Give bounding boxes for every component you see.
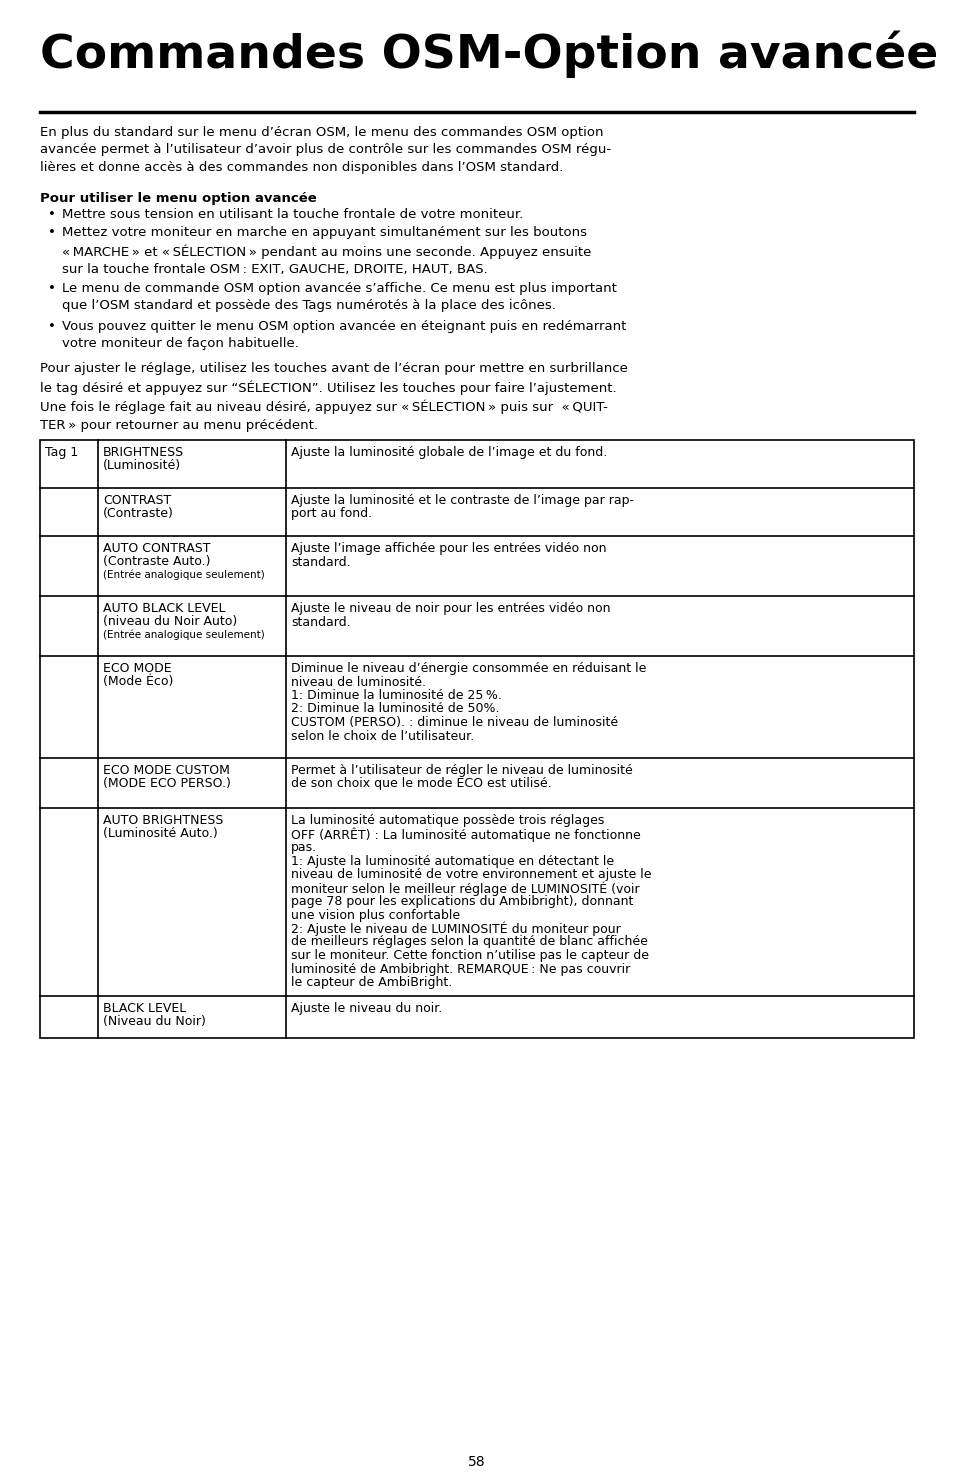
Text: •: • bbox=[48, 226, 56, 239]
Text: de son choix que le mode ECO est utilisé.: de son choix que le mode ECO est utilisé… bbox=[291, 777, 551, 791]
Text: Ajuste l’image affichée pour les entrées vidéo non: Ajuste l’image affichée pour les entrées… bbox=[291, 541, 606, 555]
Text: ECO MODE CUSTOM: ECO MODE CUSTOM bbox=[103, 764, 230, 777]
Text: •: • bbox=[48, 208, 56, 221]
Text: Pour utiliser le menu option avancée: Pour utiliser le menu option avancée bbox=[40, 192, 316, 205]
Text: 58: 58 bbox=[468, 1454, 485, 1469]
Text: •: • bbox=[48, 320, 56, 333]
Text: CUSTOM (PERSO). : diminue le niveau de luminosité: CUSTOM (PERSO). : diminue le niveau de l… bbox=[291, 715, 618, 729]
Text: 2: Ajuste le niveau de LUMINOSITÉ du moniteur pour: 2: Ajuste le niveau de LUMINOSITÉ du mon… bbox=[291, 922, 620, 937]
Text: (Contraste Auto.): (Contraste Auto.) bbox=[103, 556, 211, 568]
Text: ECO MODE: ECO MODE bbox=[103, 662, 172, 676]
Text: 2: Diminue la luminosité de 50%.: 2: Diminue la luminosité de 50%. bbox=[291, 702, 499, 715]
Text: Commandes OSM-Option avancée: Commandes OSM-Option avancée bbox=[40, 30, 937, 78]
Text: Le menu de commande OSM option avancée s’affiche. Ce menu est plus important
que: Le menu de commande OSM option avancée s… bbox=[62, 282, 617, 313]
Text: 1: Ajuste la luminosité automatique en détectant le: 1: Ajuste la luminosité automatique en d… bbox=[291, 854, 614, 867]
Text: page 78 pour les explications du Ambibright), donnant: page 78 pour les explications du Ambibri… bbox=[291, 895, 633, 909]
Text: (Luminosité Auto.): (Luminosité Auto.) bbox=[103, 827, 217, 841]
Text: (Niveau du Noir): (Niveau du Noir) bbox=[103, 1015, 206, 1028]
Text: Diminue le niveau d’énergie consommée en réduisant le: Diminue le niveau d’énergie consommée en… bbox=[291, 662, 646, 676]
Text: (Mode Éco): (Mode Éco) bbox=[103, 676, 173, 689]
Text: Pour ajuster le réglage, utilisez les touches avant de l’écran pour mettre en su: Pour ajuster le réglage, utilisez les to… bbox=[40, 361, 627, 432]
Text: niveau de luminosité.: niveau de luminosité. bbox=[291, 676, 426, 689]
Text: niveau de luminosité de votre environnement et ajuste le: niveau de luminosité de votre environnem… bbox=[291, 867, 651, 881]
Text: luminosité de Ambibright. REMARQUE : Ne pas couvrir: luminosité de Ambibright. REMARQUE : Ne … bbox=[291, 963, 630, 975]
Text: (Contraste): (Contraste) bbox=[103, 507, 173, 521]
Text: Ajuste le niveau du noir.: Ajuste le niveau du noir. bbox=[291, 1002, 442, 1015]
Text: CONTRAST: CONTRAST bbox=[103, 494, 172, 507]
Text: Ajuste la luminosité globale de l’image et du fond.: Ajuste la luminosité globale de l’image … bbox=[291, 445, 607, 459]
Text: port au fond.: port au fond. bbox=[291, 507, 372, 521]
Text: •: • bbox=[48, 282, 56, 295]
Text: 1: Diminue la luminosité de 25 %.: 1: Diminue la luminosité de 25 %. bbox=[291, 689, 501, 702]
Text: une vision plus confortable: une vision plus confortable bbox=[291, 909, 459, 922]
Text: Vous pouvez quitter le menu OSM option avancée en éteignant puis en redémarrant
: Vous pouvez quitter le menu OSM option a… bbox=[62, 320, 626, 351]
Text: En plus du standard sur le menu d’écran OSM, le menu des commandes OSM option
av: En plus du standard sur le menu d’écran … bbox=[40, 125, 611, 174]
Text: BRIGHTNESS: BRIGHTNESS bbox=[103, 445, 184, 459]
Text: Mettre sous tension en utilisant la touche frontale de votre moniteur.: Mettre sous tension en utilisant la touc… bbox=[62, 208, 522, 221]
Text: Ajuste le niveau de noir pour les entrées vidéo non: Ajuste le niveau de noir pour les entrée… bbox=[291, 602, 610, 615]
Text: standard.: standard. bbox=[291, 556, 351, 568]
Text: (Entrée analogique seulement): (Entrée analogique seulement) bbox=[103, 628, 265, 640]
Text: AUTO CONTRAST: AUTO CONTRAST bbox=[103, 541, 211, 555]
Text: Permet à l’utilisateur de régler le niveau de luminosité: Permet à l’utilisateur de régler le nive… bbox=[291, 764, 632, 777]
Text: sur le moniteur. Cette fonction n’utilise pas le capteur de: sur le moniteur. Cette fonction n’utilis… bbox=[291, 948, 648, 962]
Text: de meilleurs réglages selon la quantité de blanc affichée: de meilleurs réglages selon la quantité … bbox=[291, 935, 647, 948]
Text: standard.: standard. bbox=[291, 615, 351, 628]
Text: (Entrée analogique seulement): (Entrée analogique seulement) bbox=[103, 569, 265, 580]
Text: BLACK LEVEL: BLACK LEVEL bbox=[103, 1002, 186, 1015]
Text: (niveau du Noir Auto): (niveau du Noir Auto) bbox=[103, 615, 237, 628]
Text: La luminosité automatique possède trois réglages: La luminosité automatique possède trois … bbox=[291, 814, 604, 827]
Text: moniteur selon le meilleur réglage de LUMINOSITÉ (voir: moniteur selon le meilleur réglage de LU… bbox=[291, 882, 639, 895]
Text: Tag 1: Tag 1 bbox=[45, 445, 78, 459]
Text: le capteur de AmbiBright.: le capteur de AmbiBright. bbox=[291, 976, 452, 990]
Text: pas.: pas. bbox=[291, 841, 316, 854]
Bar bbox=[40, 440, 913, 1038]
Text: (Luminosité): (Luminosité) bbox=[103, 460, 181, 472]
Text: OFF (ARRÊT) : La luminosité automatique ne fonctionne: OFF (ARRÊT) : La luminosité automatique … bbox=[291, 827, 640, 842]
Text: Ajuste la luminosité et le contraste de l’image par rap-: Ajuste la luminosité et le contraste de … bbox=[291, 494, 634, 507]
Text: selon le choix de l’utilisateur.: selon le choix de l’utilisateur. bbox=[291, 730, 474, 742]
Text: AUTO BLACK LEVEL: AUTO BLACK LEVEL bbox=[103, 602, 225, 615]
Text: AUTO BRIGHTNESS: AUTO BRIGHTNESS bbox=[103, 814, 223, 827]
Text: (MODE ECO PERSO.): (MODE ECO PERSO.) bbox=[103, 777, 231, 791]
Text: Mettez votre moniteur en marche en appuyant simultanément sur les boutons
« MARC: Mettez votre moniteur en marche en appuy… bbox=[62, 226, 591, 276]
